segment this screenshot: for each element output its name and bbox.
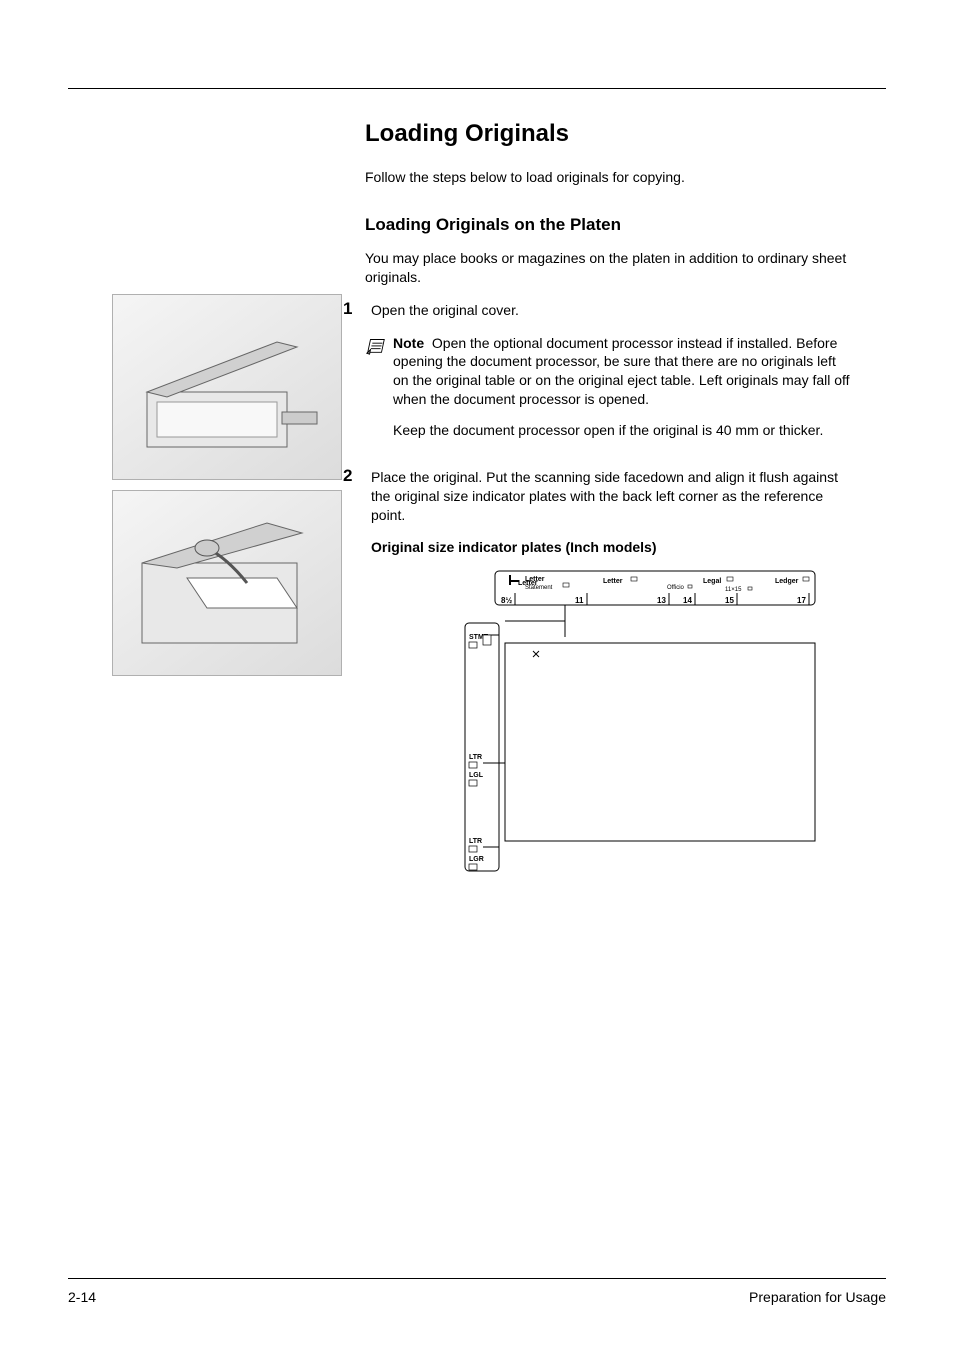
step-2-number: 2 [343, 466, 352, 486]
note-p1-text: Open the optional document processor ins… [393, 335, 850, 408]
svg-text:LGR: LGR [469, 856, 484, 863]
indicator-plates-diagram: Letter Letter Statement Letter Officio L… [405, 563, 825, 893]
svg-text:8½: 8½ [501, 596, 512, 605]
svg-text:13: 13 [657, 596, 666, 605]
svg-text:Letter: Letter [603, 578, 623, 585]
section-subheading: Loading Originals on the Platen [365, 215, 854, 235]
svg-text:14: 14 [683, 596, 692, 605]
plates-caption: Original size indicator plates (Inch mod… [371, 539, 854, 555]
svg-text:Ledger: Ledger [775, 578, 799, 585]
note-paragraph-2: Keep the document processor open if the … [393, 421, 854, 440]
illustration-open-cover [112, 294, 342, 480]
svg-text:LGL: LGL [469, 772, 484, 779]
step-1: 1 Open the original cover. [365, 301, 854, 320]
footer-page-number: 2-14 [68, 1289, 96, 1305]
note-paragraph-1: Note Open the optional document processo… [393, 334, 854, 410]
footer-section-title: Preparation for Usage [749, 1289, 886, 1305]
svg-text:Officio: Officio [667, 585, 685, 591]
step-1-number: 1 [343, 299, 352, 319]
svg-text:Legal: Legal [703, 578, 721, 585]
svg-text:15: 15 [725, 596, 734, 605]
svg-text:11×15: 11×15 [725, 587, 742, 593]
note-block: Note Open the optional document processo… [393, 334, 854, 440]
bottom-rule [68, 1278, 886, 1279]
note-icon [365, 334, 387, 356]
svg-text:LTR: LTR [469, 754, 482, 761]
svg-text:17: 17 [797, 596, 806, 605]
note-label: Note [393, 335, 424, 351]
svg-text:11: 11 [575, 596, 584, 605]
intro-text: Follow the steps below to load originals… [365, 168, 854, 187]
illustration-place-original [112, 490, 342, 676]
svg-text:Statement: Statement [525, 585, 553, 591]
svg-text:Letter: Letter [525, 576, 545, 583]
step-2: 2 Place the original. Put the scanning s… [365, 468, 854, 525]
step-1-text: Open the original cover. [365, 301, 854, 320]
top-rule [68, 88, 886, 89]
step-2-text: Place the original. Put the scanning sid… [365, 468, 854, 525]
svg-text:LTR: LTR [469, 838, 482, 845]
page-title: Loading Originals [365, 120, 854, 148]
sub-intro-text: You may place books or magazines on the … [365, 249, 854, 287]
